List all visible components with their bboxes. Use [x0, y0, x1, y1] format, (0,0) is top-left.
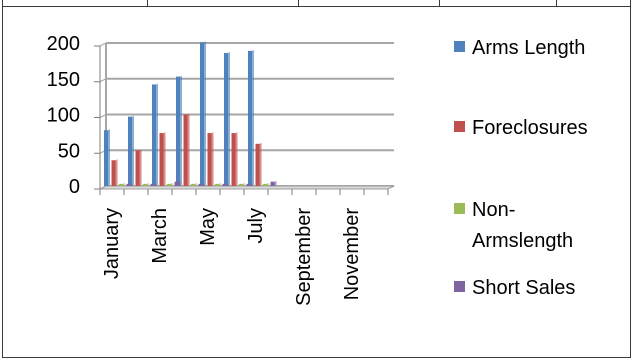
legend-label: Non-	[472, 199, 515, 221]
bar	[174, 181, 179, 186]
x-axis-floor	[99, 185, 395, 190]
bar	[167, 183, 171, 186]
bar-side	[252, 49, 254, 186]
table-top-border	[2, 0, 631, 7]
bar	[239, 183, 243, 186]
legend-swatch	[454, 203, 465, 214]
bar	[111, 160, 116, 186]
x-axis: January March May July September November	[99, 185, 395, 306]
bar	[159, 133, 164, 186]
bar-side	[274, 180, 277, 186]
bar	[207, 133, 212, 186]
bar	[270, 181, 275, 186]
bar	[200, 42, 204, 186]
bar	[128, 116, 132, 186]
bar-side	[267, 182, 269, 186]
legend-label: Armslength	[472, 230, 573, 252]
x-tick-label: January	[101, 208, 123, 279]
legend-label: Short Sales	[472, 277, 575, 299]
gridlines	[99, 42, 394, 190]
bar-side	[211, 132, 214, 186]
bar-side	[235, 132, 238, 186]
bar-side	[180, 75, 182, 186]
bars	[104, 41, 277, 187]
bar-side	[132, 115, 134, 186]
bar	[263, 183, 267, 186]
x-tick-label: March	[149, 208, 171, 264]
legend-swatch	[454, 121, 465, 132]
legend: Arms Length Foreclosures Non- Armslength Sho…	[454, 37, 588, 299]
bar	[176, 76, 180, 186]
bar-side	[187, 113, 190, 186]
bar-side	[108, 129, 110, 186]
bar-side	[204, 41, 206, 186]
bar	[119, 183, 123, 186]
bar-side	[139, 149, 142, 186]
bar-side	[195, 182, 197, 186]
y-tick-label: 100	[47, 105, 80, 127]
bar-side	[250, 182, 253, 186]
x-tick-label: July	[245, 208, 267, 244]
bar	[224, 53, 228, 187]
bar	[248, 50, 252, 186]
bar	[126, 183, 131, 186]
legend-swatch	[454, 281, 465, 292]
bar-side	[243, 182, 245, 186]
y-axis: 0 50 100 150 200	[47, 33, 101, 198]
bar	[183, 114, 188, 186]
bar	[152, 84, 156, 186]
bar-side	[156, 83, 158, 186]
y-tick-label: 50	[58, 140, 80, 162]
bar-side	[228, 52, 230, 187]
bar-side	[115, 159, 118, 186]
bar-side	[130, 182, 133, 186]
bar-side	[147, 182, 149, 186]
y-tick-label: 0	[69, 176, 80, 198]
legend-swatch	[454, 41, 465, 52]
bar-side	[171, 182, 173, 186]
bar	[255, 143, 260, 186]
bar	[215, 183, 219, 186]
bar	[231, 133, 236, 186]
bar	[150, 183, 155, 186]
x-tick-label: November	[341, 208, 363, 301]
legend-label: Foreclosures	[472, 117, 588, 139]
bar	[222, 183, 227, 186]
bar	[198, 183, 203, 186]
legend-label: Arms Length	[472, 37, 585, 59]
bar-side	[163, 132, 166, 186]
bar	[104, 130, 108, 186]
bar-side	[219, 182, 221, 186]
bar	[246, 183, 251, 186]
bar	[143, 183, 147, 186]
y-tick-label: 200	[47, 33, 80, 55]
bar-side	[202, 182, 205, 186]
y-tick-label: 150	[47, 69, 80, 91]
bar-side	[154, 182, 157, 186]
bar	[135, 150, 140, 186]
x-tick-label: September	[293, 208, 315, 306]
x-tick-label: May	[197, 208, 219, 246]
bar-side	[259, 142, 262, 186]
bar-side	[178, 180, 181, 186]
bar-side	[226, 182, 229, 186]
bar-side	[123, 182, 125, 186]
bar	[191, 183, 195, 186]
